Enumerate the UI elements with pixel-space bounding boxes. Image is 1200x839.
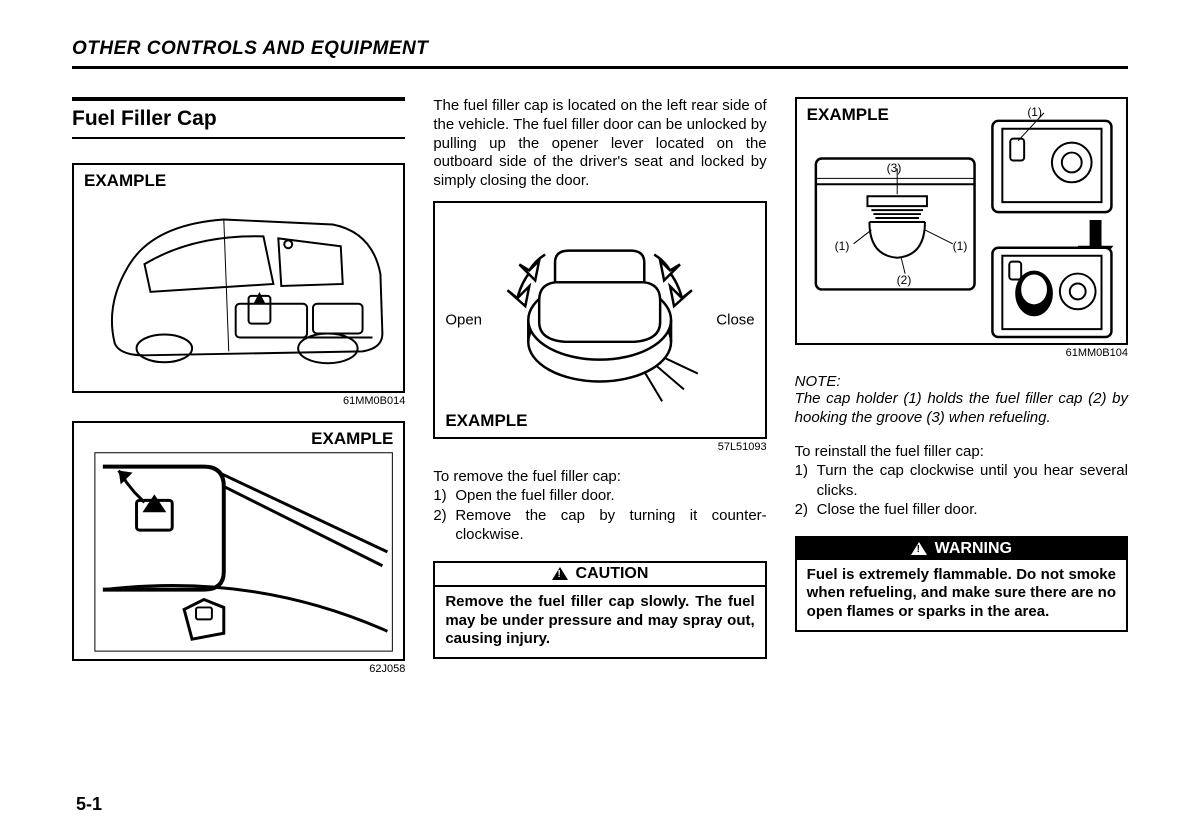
cap-holder-illustration [797,99,1126,343]
caution-body: Remove the fuel filler cap slowly. The f… [435,587,764,657]
caution-box: ! CAUTION Remove the fuel filler cap slo… [433,561,766,659]
callout-1: (1) [1027,105,1042,119]
warning-triangle-icon: ! [911,542,927,555]
content-columns: Fuel Filler Cap EXAMPLE [72,97,1128,675]
callout-3: (3) [887,161,902,175]
close-label: Close [716,311,754,328]
example-label: EXAMPLE [84,171,166,191]
remove-step-2: Remove the cap by turning it counter­clo… [455,506,766,545]
warning-header: ! WARNING [797,538,1126,560]
figure-vehicle-rear: EXAMPLE [72,163,405,393]
remove-step-1: Open the fuel filler door. [455,486,614,506]
figure-id: 57L51093 [433,441,766,453]
caution-header: ! CAUTION [435,563,764,587]
note-heading: NOTE: [795,373,1128,390]
reinstall-step-1: Turn the cap clockwise until you hear se… [817,461,1128,500]
reinstall-title: To reinstall the fuel filler cap: [795,442,1128,462]
figure-id: 61MM0B014 [72,395,405,407]
column-1: Fuel Filler Cap EXAMPLE [72,97,405,675]
figure-id: 62J058 [72,663,405,675]
callout-1c: (1) [953,239,968,253]
figure-id: 61MM0B104 [795,347,1128,359]
section-title: Fuel Filler Cap [72,97,405,139]
column-3: EXAMPLE (1) (3) (1) (1) (2) [795,97,1128,675]
figure-fuel-cap: Open Close EXAMPLE [433,201,766,439]
warning-body: Fuel is extremely flammable. Do not smok… [797,560,1126,630]
reinstall-step-2: Close the fuel filler door. [817,500,978,520]
fuel-cap-illustration [435,203,764,437]
page-number: 5-1 [76,794,102,815]
vehicle-rear-illustration [74,165,403,391]
caution-title: CAUTION [576,565,649,583]
note-body: The cap holder (1) holds the fuel filler… [795,390,1128,428]
example-label: EXAMPLE [807,105,889,125]
column-2: The fuel filler cap is located on the le… [433,97,766,675]
figure-cap-holder: EXAMPLE (1) (3) (1) (1) (2) [795,97,1128,345]
callout-2: (2) [897,273,912,287]
opener-lever-illustration [74,423,403,659]
page-header: OTHER CONTROLS AND EQUIPMENT [72,38,1128,69]
callout-1b: (1) [835,239,850,253]
open-label: Open [445,311,482,328]
warning-box: ! WARNING Fuel is extremely flammable. D… [795,536,1128,632]
figure-opener-lever: EXAMPLE [72,421,405,661]
remove-instructions: To remove the fuel filler cap: 1)Open th… [433,467,766,545]
remove-title: To remove the fuel filler cap: [433,467,766,487]
reinstall-instructions: To reinstall the fuel filler cap: 1)Turn… [795,442,1128,520]
example-label: EXAMPLE [311,429,393,449]
intro-paragraph: The fuel filler cap is located on the le… [433,97,766,191]
warning-title: WARNING [935,540,1012,558]
example-label: EXAMPLE [445,411,527,431]
warning-triangle-icon: ! [552,567,568,580]
